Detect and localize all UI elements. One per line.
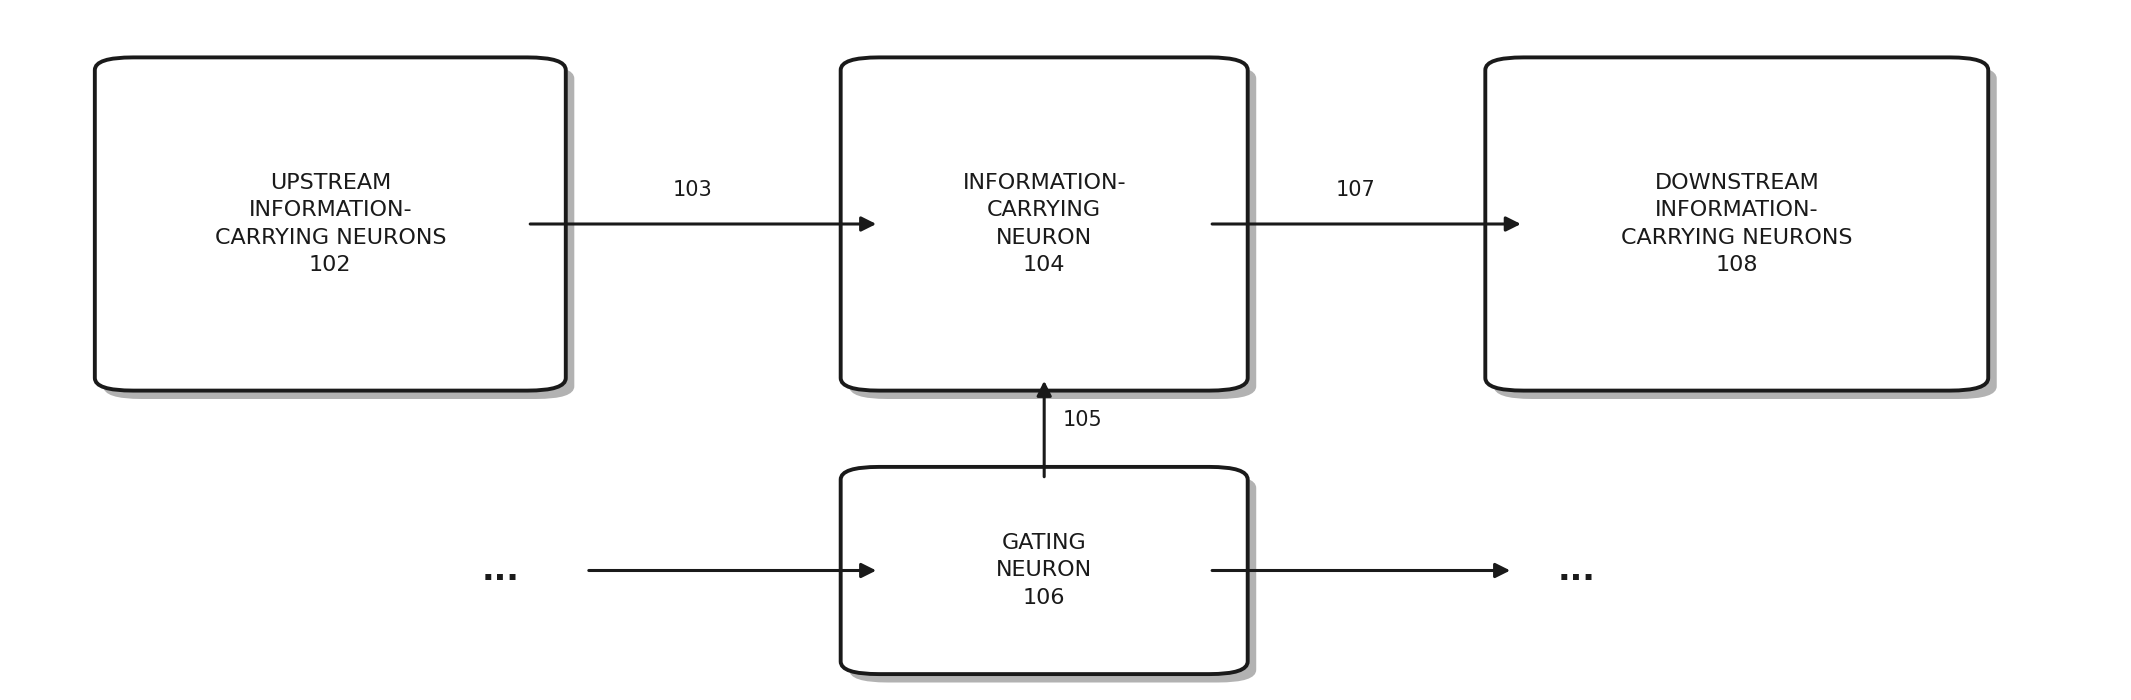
Text: DOWNSTREAM
INFORMATION-
CARRYING NEURONS
108: DOWNSTREAM INFORMATION- CARRYING NEURONS…: [1622, 173, 1852, 275]
FancyBboxPatch shape: [1485, 57, 1988, 391]
FancyBboxPatch shape: [1494, 66, 1997, 399]
FancyBboxPatch shape: [94, 57, 567, 391]
Text: ...: ...: [482, 554, 520, 587]
FancyBboxPatch shape: [848, 475, 1255, 682]
Text: GATING
NEURON
106: GATING NEURON 106: [995, 533, 1093, 608]
FancyBboxPatch shape: [840, 57, 1247, 391]
FancyBboxPatch shape: [102, 66, 575, 399]
FancyBboxPatch shape: [848, 66, 1255, 399]
Text: 105: 105: [1063, 410, 1102, 430]
Text: INFORMATION-
CARRYING
NEURON
104: INFORMATION- CARRYING NEURON 104: [963, 173, 1125, 275]
Text: 107: 107: [1336, 179, 1374, 200]
Text: UPSTREAM
INFORMATION-
CARRYING NEURONS
102: UPSTREAM INFORMATION- CARRYING NEURONS 1…: [215, 173, 445, 275]
FancyBboxPatch shape: [840, 467, 1247, 674]
Text: ...: ...: [1558, 554, 1596, 587]
Text: 103: 103: [673, 179, 712, 200]
